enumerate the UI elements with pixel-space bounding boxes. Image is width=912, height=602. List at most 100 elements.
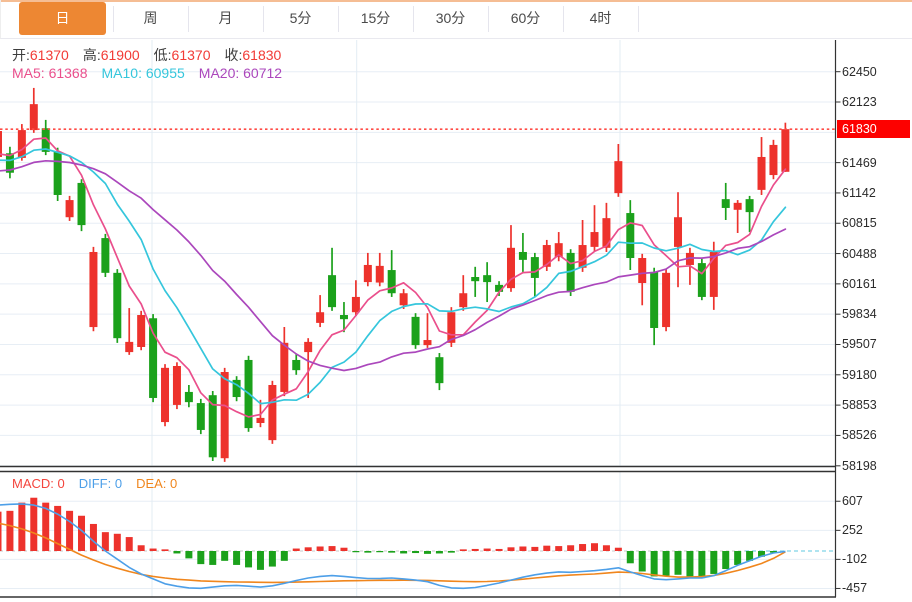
tab-period-0[interactable]: 日 [19, 2, 106, 35]
macd-bar [626, 551, 634, 564]
candle-body [172, 365, 181, 405]
ma-item-2: MA20: 60712 [198, 65, 283, 81]
candle-body [292, 359, 301, 371]
macd-bar [292, 548, 300, 551]
candle-body [0, 131, 2, 157]
current-price-tag: 61830 [837, 120, 910, 139]
candle-body [447, 312, 456, 343]
macd-tick-label: 252 [842, 523, 863, 538]
tab-divider [113, 6, 114, 32]
macd-bar [686, 551, 694, 577]
tab-divider [188, 6, 189, 32]
ohlc-item-2: 低:61370 [153, 47, 211, 63]
tab-divider [563, 6, 564, 32]
macd-bar [376, 551, 384, 553]
tab-divider [413, 6, 414, 32]
macd-bar [125, 537, 133, 551]
macd-bar [245, 551, 253, 568]
candle-body [137, 315, 146, 347]
macd-bar [352, 551, 360, 553]
candle-body [745, 199, 754, 213]
candle-body [316, 312, 325, 323]
candle-body [554, 243, 563, 258]
tab-period-4[interactable]: 15分 [360, 10, 391, 26]
price-tick-label: 58526 [842, 428, 877, 443]
macd-bar [161, 549, 169, 551]
macd-bar [507, 547, 515, 551]
candle-body [638, 258, 647, 284]
macd-bar [364, 551, 372, 553]
macd-bar [435, 551, 443, 554]
candle-body [471, 277, 480, 282]
macd-bar [0, 511, 2, 551]
candle-body [674, 217, 683, 247]
candle-body [375, 265, 384, 283]
candle-body [339, 315, 348, 320]
macd-bar [101, 532, 109, 551]
macd-bar [567, 545, 575, 551]
tab-period-3[interactable]: 5分 [289, 10, 312, 26]
candle-body [590, 232, 599, 247]
macd-bar [638, 551, 646, 572]
macd-bar [412, 551, 420, 554]
macd-bar [268, 551, 276, 567]
price-tick-label: 60161 [842, 276, 877, 291]
macd-bar [722, 551, 730, 570]
candle-body [721, 199, 730, 208]
tab-divider [638, 6, 639, 32]
candle-body [757, 156, 766, 190]
macd-bar [579, 544, 587, 551]
candle-body [459, 293, 468, 308]
macd-bar [340, 547, 348, 551]
dea-line [0, 522, 786, 584]
candle-body [304, 341, 313, 353]
tab-period-7[interactable]: 4时 [589, 10, 612, 26]
candle-body [328, 275, 337, 308]
candle-body [220, 372, 229, 459]
macd-tick-label: 607 [842, 494, 863, 509]
tab-period-5[interactable]: 30分 [435, 10, 466, 26]
candle-body [769, 144, 778, 176]
ma20-line [0, 159, 787, 372]
macd-bar [602, 545, 610, 551]
macd-bar [674, 551, 682, 575]
candle-body [685, 252, 694, 265]
price-tick-label: 61469 [842, 155, 877, 170]
tab-period-2[interactable]: 月 [218, 10, 233, 26]
candle-body [256, 417, 265, 423]
candle-body [41, 128, 50, 152]
candle-body [125, 341, 134, 353]
macd-bar [531, 546, 539, 551]
candle-body [542, 245, 551, 267]
macd-bar [137, 545, 145, 551]
candle-body [435, 357, 444, 384]
macd-bar [614, 547, 622, 551]
macd-bar [221, 551, 229, 561]
candle-body [5, 153, 14, 173]
candle-body [53, 151, 62, 195]
price-tick-label: 58853 [842, 398, 877, 413]
price-tick-label: 62123 [842, 95, 877, 109]
ma-item-1: MA10: 60955 [101, 65, 185, 81]
ma5-line [0, 137, 787, 418]
candle-body [29, 104, 38, 131]
candle-body [149, 318, 158, 398]
tab-divider [488, 6, 489, 32]
macd-bar [662, 551, 670, 576]
candle-body [650, 271, 659, 328]
diff-line [0, 503, 786, 590]
tab-period-6[interactable]: 60分 [510, 10, 541, 26]
price-tick-label: 59507 [842, 337, 877, 352]
macd-tick-label: -102 [842, 552, 868, 567]
macd-bar [30, 497, 38, 551]
price-tick-label: 59834 [842, 307, 877, 322]
macd-bar [650, 551, 658, 577]
tab-period-1[interactable]: 周 [143, 10, 158, 26]
macd-bar [758, 551, 766, 557]
ohlc-item-3: 收:61830 [224, 47, 282, 63]
candle-body [578, 245, 587, 268]
macd-bar [423, 551, 431, 554]
macd-legend: MACD: 0 DIFF: 0 DEA: 0 [12, 476, 177, 491]
candle-body [17, 130, 26, 158]
